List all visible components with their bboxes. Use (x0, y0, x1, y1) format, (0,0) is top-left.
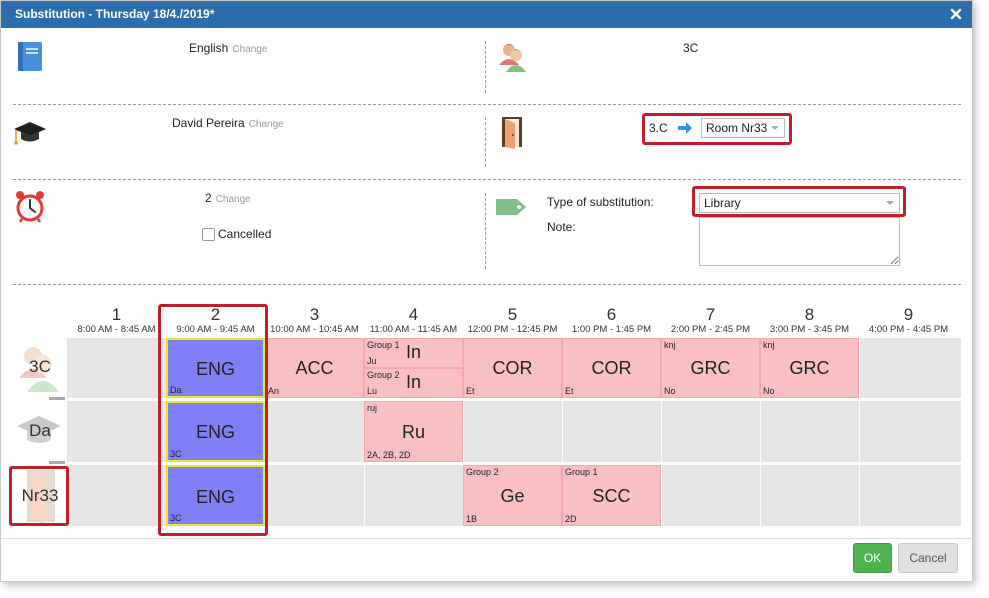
room-from: 3.C (649, 121, 668, 135)
period-column-highlight (158, 304, 268, 536)
column-header-9: 9 4:00 PM - 4:45 PM (868, 305, 949, 336)
subject-value: English (189, 41, 229, 55)
section-divider (13, 104, 961, 105)
period-field: 2 Change (205, 191, 251, 205)
type-highlight-box (692, 186, 906, 217)
grid-line (760, 338, 761, 526)
lesson-card[interactable]: Group 2 In Lu (364, 368, 463, 398)
section-divider (13, 179, 961, 180)
dialog-title: Substitution - Thursday 18/4./2019* (15, 7, 215, 21)
lesson-card[interactable]: ENG 3C (166, 401, 265, 462)
ok-button[interactable]: OK (853, 543, 892, 573)
column-header-5: 5 12:00 PM - 12:45 PM (467, 305, 558, 336)
lesson-card[interactable]: ENG 3C (166, 465, 265, 526)
vertical-divider (485, 41, 486, 93)
room-row-icon (23, 468, 59, 527)
column-header-3: 3 10:00 AM - 10:45 AM (270, 305, 359, 336)
vertical-divider (485, 193, 486, 269)
footer-divider (1, 538, 972, 539)
graduation-cap-icon (12, 119, 48, 150)
cancel-button[interactable]: Cancel (898, 543, 958, 573)
arrow-right-icon (677, 121, 693, 138)
teacher-row-icon (15, 412, 63, 455)
alarm-clock-icon (13, 189, 47, 226)
lesson-card[interactable]: COR Et (562, 338, 661, 398)
class-row-icon (15, 342, 63, 395)
section-divider (13, 284, 961, 285)
room-highlight-box (642, 113, 792, 145)
teacher-value: David Pereira (172, 116, 245, 130)
column-header-7: 7 2:00 PM - 2:45 PM (670, 305, 751, 336)
lesson-card[interactable]: ruj Ru 2A, 2B, 2D (364, 401, 463, 462)
grid-line (859, 338, 860, 526)
chevron-down-icon (886, 201, 894, 205)
period-value: 2 (205, 191, 212, 205)
teacher-change-link[interactable]: Change (248, 119, 284, 130)
dialog-titlebar: Substitution - Thursday 18/4./2019* (1, 1, 972, 28)
cancelled-label: Cancelled (218, 227, 272, 241)
lesson-card[interactable]: ACC An (265, 338, 364, 398)
lesson-card[interactable]: Group 2 Ge 1B (463, 465, 562, 526)
lesson-card[interactable]: ENG Da (166, 338, 265, 398)
door-icon (499, 115, 525, 152)
class-value: 3C (683, 41, 699, 55)
room-select[interactable]: Room Nr33 (701, 118, 785, 138)
column-header-1: 1 8:00 AM - 8:45 AM (77, 305, 156, 336)
substitution-type-select[interactable]: Library (699, 193, 900, 213)
chevron-down-icon (771, 126, 779, 130)
room-select-value: Room Nr33 (706, 121, 768, 135)
substitution-dialog: Substitution - Thursday 18/4./2019* Engl… (0, 0, 973, 582)
row-resize-handle[interactable] (49, 461, 65, 464)
lesson-card[interactable]: Group 1 SCC 2D (562, 465, 661, 526)
note-label: Note: (547, 220, 576, 234)
room-row-highlight (9, 466, 69, 526)
substitution-type-value: Library (704, 196, 741, 210)
cancelled-checkbox[interactable] (202, 228, 215, 241)
lesson-card[interactable]: Group 1 In Ju (364, 338, 463, 368)
lesson-card[interactable]: knj GRC No (760, 338, 859, 398)
close-icon[interactable] (950, 1, 964, 28)
row-label-room: Nr33 (21, 486, 59, 505)
column-header-2: 2 9:00 AM - 9:45 AM (176, 305, 255, 336)
vertical-divider (485, 117, 486, 167)
row-label-class: 3C (29, 357, 51, 376)
column-header-4: 4 11:00 AM - 11:45 AM (369, 305, 458, 336)
class-group-icon (498, 41, 528, 76)
lesson-card[interactable]: COR Et (463, 338, 562, 398)
row-label-teacher: Da (29, 421, 51, 440)
teacher-field: David Pereira Change (172, 116, 284, 130)
column-header-8: 8 3:00 PM - 3:45 PM (769, 305, 850, 336)
tag-icon (495, 197, 527, 220)
grid-line (562, 338, 563, 526)
substitution-type-label: Type of substitution: (547, 195, 654, 209)
lesson-card[interactable]: knj GRC No (661, 338, 760, 398)
grid-line (463, 338, 464, 526)
book-icon (15, 41, 45, 76)
note-textarea[interactable] (699, 217, 900, 266)
subject-change-link[interactable]: Change (232, 44, 268, 55)
period-change-link[interactable]: Change (215, 194, 251, 205)
row-resize-handle[interactable] (49, 397, 65, 400)
subject-field: English Change (189, 41, 267, 55)
column-header-6: 6 1:00 PM - 1:45 PM (571, 305, 652, 336)
grid-line (661, 338, 662, 526)
